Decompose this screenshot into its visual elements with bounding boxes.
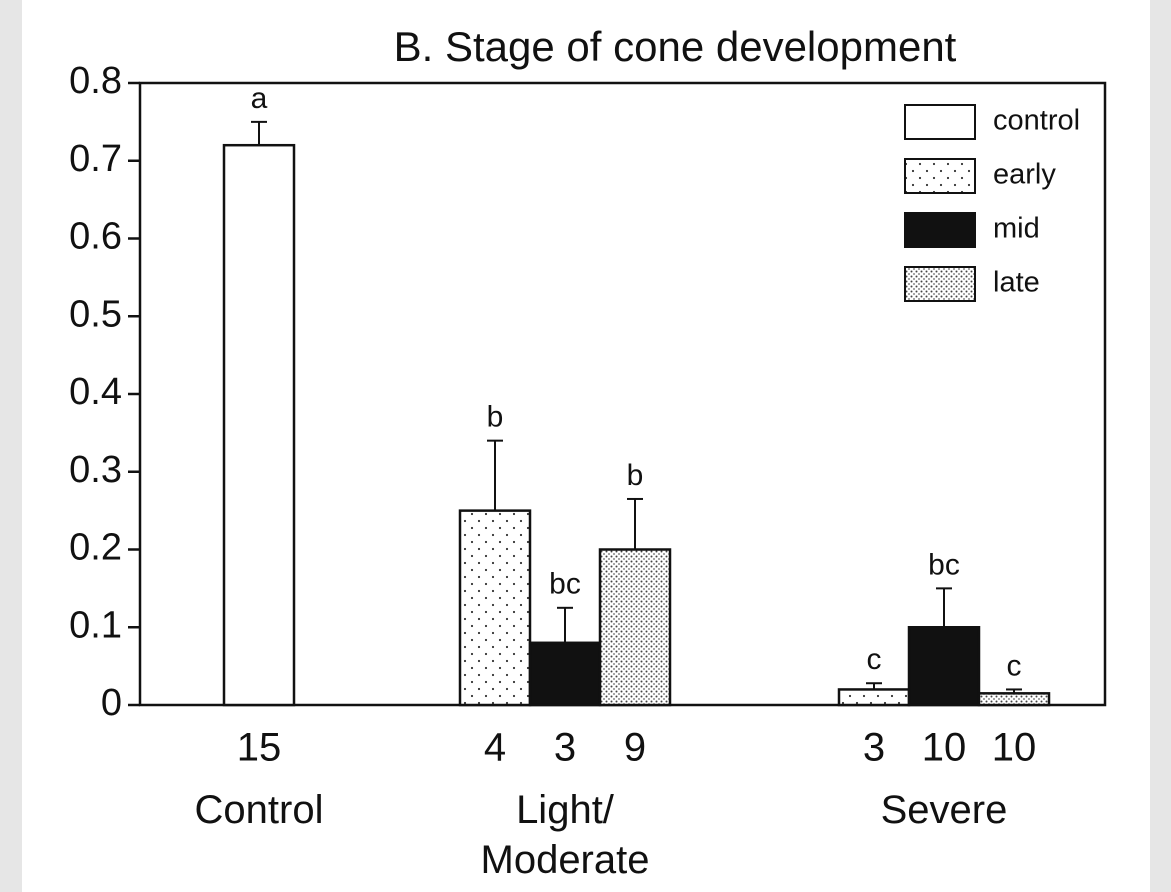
legend-swatch <box>904 212 976 248</box>
bar <box>222 143 296 707</box>
y-tick-label: 0 <box>101 682 122 724</box>
bar <box>528 641 602 707</box>
y-tick-label: 0.6 <box>69 216 122 258</box>
category-label: Control <box>194 788 324 832</box>
y-tick-label: 0.4 <box>69 371 122 413</box>
legend-label: mid <box>993 213 1040 245</box>
sample-size: 3 <box>863 726 885 770</box>
legend-swatch <box>904 158 976 194</box>
legend-swatch <box>904 104 976 140</box>
legend-swatch <box>904 266 976 302</box>
legend-label: early <box>993 159 1056 191</box>
significance-label: c <box>1007 649 1022 682</box>
bar <box>907 626 981 707</box>
sample-size: 10 <box>922 726 967 770</box>
panel <box>22 0 1150 892</box>
chart-title: B. Stage of cone development <box>394 23 957 70</box>
y-tick-label: 0.7 <box>69 138 122 180</box>
significance-label: a <box>251 82 268 115</box>
significance-label: b <box>627 459 644 492</box>
legend-label: late <box>993 267 1040 299</box>
bar <box>837 688 911 707</box>
y-tick-label: 0.3 <box>69 449 122 491</box>
y-tick-label: 0.2 <box>69 527 122 569</box>
bar <box>458 509 532 707</box>
category-label: Light/ Moderate <box>480 788 650 882</box>
sample-size: 3 <box>554 726 576 770</box>
significance-label: b <box>487 401 504 434</box>
y-tick-label: 0.5 <box>69 293 122 335</box>
category-label: Severe <box>880 788 1008 832</box>
sample-size: 10 <box>992 726 1037 770</box>
bar <box>977 692 1051 707</box>
legend-label: control <box>993 105 1080 137</box>
sample-size: 4 <box>484 726 506 770</box>
y-tick-label: 0.8 <box>69 60 122 102</box>
significance-label: bc <box>928 548 960 581</box>
sample-size: 15 <box>237 726 282 770</box>
sample-size: 9 <box>624 726 646 770</box>
y-tick-label: 0.1 <box>69 604 122 646</box>
significance-label: c <box>867 643 882 676</box>
significance-label: bc <box>549 568 581 601</box>
bar <box>598 548 672 707</box>
